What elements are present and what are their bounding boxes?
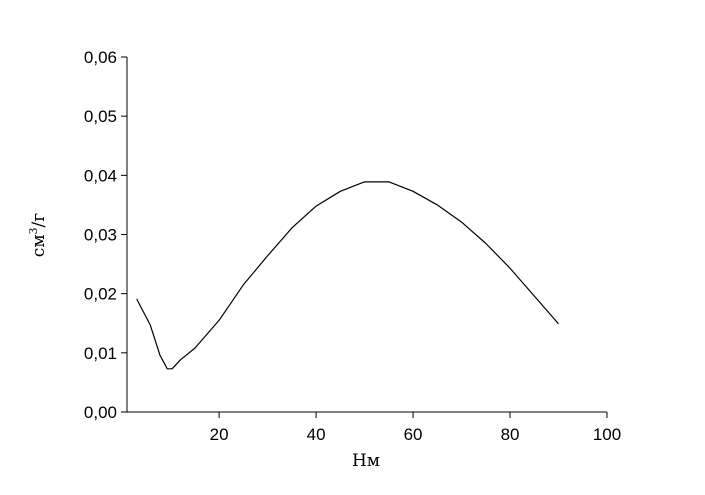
y-tick-label: 0,01 xyxy=(84,344,117,363)
y-axis-label: см3/г xyxy=(27,213,49,257)
x-tick-label: 80 xyxy=(501,425,520,444)
x-axis-label: Нм xyxy=(352,451,380,471)
y-tick-label: 0,00 xyxy=(84,403,117,422)
x-tick-label: 20 xyxy=(210,425,229,444)
y-tick-label: 0,02 xyxy=(84,285,117,304)
y-tick-label: 0,06 xyxy=(84,48,117,67)
y-tick-label: 0,04 xyxy=(84,166,117,185)
y-label-sup: 3 xyxy=(27,227,40,234)
y-tick-label: 0,03 xyxy=(84,226,117,245)
x-tick-label: 60 xyxy=(404,425,423,444)
y-tick-label: 0,05 xyxy=(84,107,117,126)
x-tick-label: 100 xyxy=(593,425,621,444)
y-label-main: см xyxy=(29,234,49,257)
data-line xyxy=(136,181,559,370)
y-label-tail: /г xyxy=(29,213,49,228)
x-tick-label: 40 xyxy=(307,425,326,444)
